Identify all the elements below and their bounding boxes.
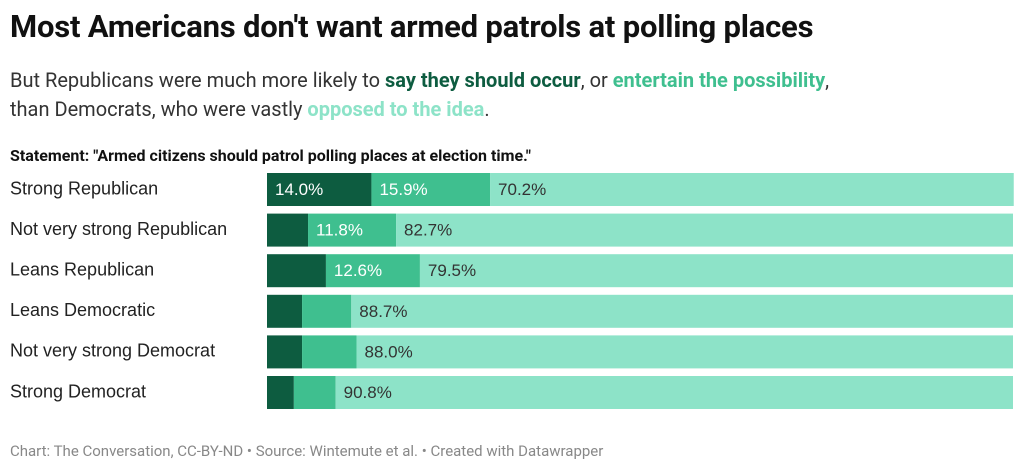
bar-segment [396,213,1014,247]
bar-segment [302,294,352,328]
category-label: Strong Democrat [10,381,146,401]
category-label: Leans Democratic [10,300,155,320]
value-label: 79.5% [428,261,476,280]
legend-entry: entertain the possibility [612,68,826,92]
value-label: 90.8% [344,383,392,402]
value-label: 15.9% [379,180,427,199]
value-label: 11.8% [316,221,363,240]
subtitle-text: . [484,97,490,121]
category-label: Not very strong Democrat [10,341,215,361]
legend-entry: opposed to the idea [307,97,485,121]
subtitle-text: , [825,68,830,92]
bar-segment [371,173,491,206]
value-label: 82.7% [404,221,452,240]
chart-title: Most Americans don't want armed patrols … [10,8,814,45]
bar-segment [335,376,1014,409]
category-label: Strong Republican [10,178,158,198]
bar-segment [267,376,294,409]
bar-segment [325,254,420,288]
statement: Statement: "Armed citizens should patrol… [10,146,531,165]
footer: Chart: The Conversation, CC-BY-ND • Sour… [10,442,604,460]
subtitle-text: But Republicans were much more likely to [10,68,385,92]
bar-segment [419,254,1013,288]
value-label: 12.6% [334,261,382,280]
category-label: Not very strong Republican [10,219,227,239]
bar-segment [267,335,303,369]
subtitle: But Republicans were much more likely to… [10,66,829,124]
value-label: 88.0% [365,342,413,361]
bar-segment [302,335,357,369]
bar-segment [490,173,1014,206]
bar-segment [267,254,326,288]
legend-entry: say they should occur [385,68,581,92]
value-label: 88.7% [359,302,407,321]
subtitle-text: , or [580,68,613,92]
category-label: Leans Republican [10,259,154,279]
bar-segment [351,294,1014,328]
bar-segment [267,213,309,247]
value-label: 70.2% [498,180,546,199]
bar-segment [308,213,397,247]
bar-segment [293,376,336,409]
bar-segment [267,294,303,328]
bar-segment [267,173,372,206]
subtitle-text: than Democrats, who were vastly [10,97,308,121]
value-label: 14.0% [275,180,323,199]
bar-segment [356,335,1013,369]
